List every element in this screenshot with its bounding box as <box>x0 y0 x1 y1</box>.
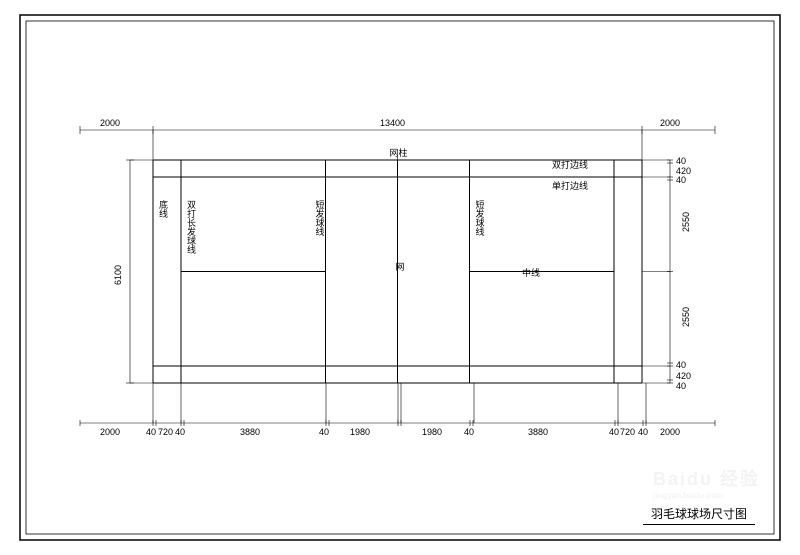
dim-label: 40 <box>676 156 686 166</box>
dim-label: 40 <box>609 427 619 437</box>
dim-label: 40 <box>175 427 185 437</box>
line-name-label: 双打边线 <box>552 158 588 171</box>
dim-label: 40 <box>464 427 474 437</box>
dim-label: 720 <box>620 427 635 437</box>
dim-label: 2000 <box>660 118 680 128</box>
line-name-label: 短发球线 <box>314 200 327 236</box>
line-name-label: 网柱 <box>390 146 408 159</box>
dim-label: 13400 <box>380 118 405 128</box>
dim-label: 3880 <box>240 427 260 437</box>
dim-label: 2000 <box>660 427 680 437</box>
drawing-title: 羽毛球球场尺寸图 <box>643 503 755 525</box>
line-name-label: 底线 <box>157 200 170 218</box>
line-name-label: 中线 <box>522 266 540 279</box>
dim-label: 40 <box>676 381 686 391</box>
line-name-label: 短发球线 <box>474 200 487 236</box>
dim-label: 40 <box>319 427 329 437</box>
dim-label: 2000 <box>100 118 120 128</box>
dim-label: 420 <box>676 371 691 381</box>
dim-label: 720 <box>158 427 173 437</box>
dim-label: 3880 <box>528 427 548 437</box>
line-name-label: 双打长发球线 <box>185 200 198 254</box>
dim-label: 40 <box>676 360 686 370</box>
dim-label: 2550 <box>681 306 691 326</box>
line-name-label: 单打边线 <box>552 179 588 192</box>
court-diagram <box>60 100 760 500</box>
dim-label: 2550 <box>681 212 691 232</box>
dim-label: 40 <box>676 175 686 185</box>
dim-label: 1980 <box>350 427 370 437</box>
line-name-label: 网 <box>394 262 407 271</box>
dim-label: 40 <box>146 427 156 437</box>
dim-label: 6100 <box>113 264 123 284</box>
watermark: Baidu 经验 jingyan.baidu.com <box>653 465 760 500</box>
dim-label: 2000 <box>100 427 120 437</box>
dim-label: 1980 <box>422 427 442 437</box>
dim-label: 40 <box>638 427 648 437</box>
